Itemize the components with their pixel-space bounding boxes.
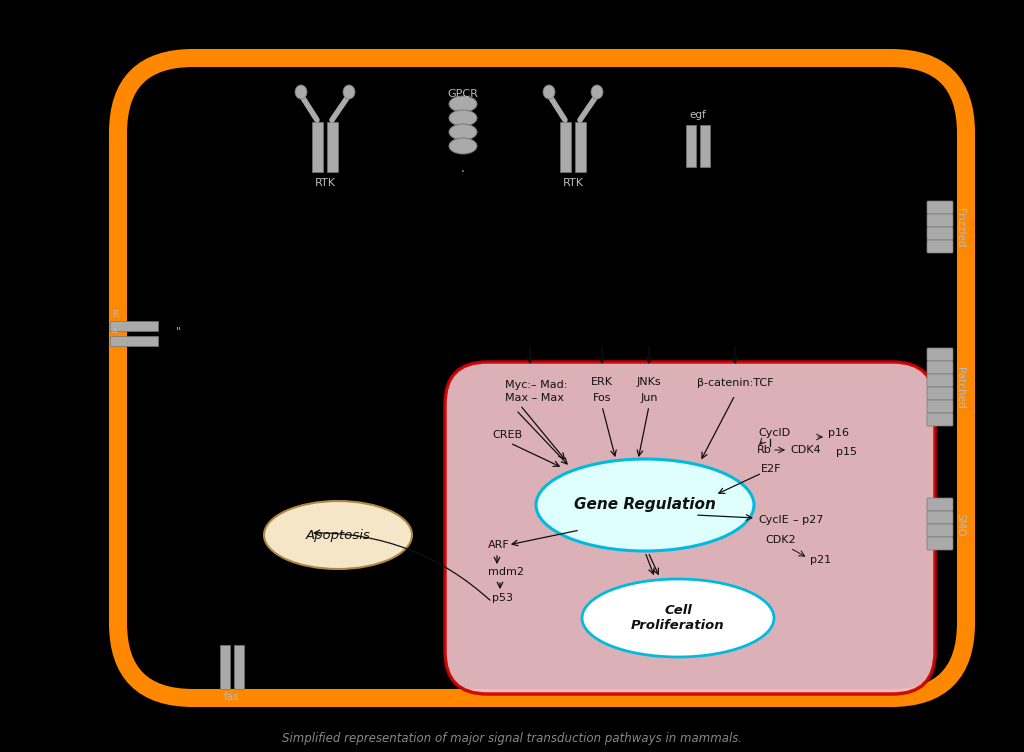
Text: p16: p16 xyxy=(828,428,849,438)
FancyBboxPatch shape xyxy=(927,227,953,240)
Text: p53: p53 xyxy=(492,593,513,603)
Text: Cell
Proliferation: Cell Proliferation xyxy=(631,604,725,632)
Text: p15: p15 xyxy=(836,447,857,457)
FancyBboxPatch shape xyxy=(560,122,571,172)
Text: Fos: Fos xyxy=(593,393,611,403)
FancyBboxPatch shape xyxy=(927,400,953,413)
FancyBboxPatch shape xyxy=(927,413,953,426)
FancyBboxPatch shape xyxy=(110,336,158,346)
FancyBboxPatch shape xyxy=(686,125,696,167)
FancyBboxPatch shape xyxy=(220,645,230,689)
Text: JNKs: JNKs xyxy=(637,377,662,387)
FancyBboxPatch shape xyxy=(927,537,953,550)
FancyBboxPatch shape xyxy=(927,524,953,537)
FancyBboxPatch shape xyxy=(927,348,953,361)
FancyBboxPatch shape xyxy=(327,122,338,172)
FancyBboxPatch shape xyxy=(927,387,953,400)
Text: .: . xyxy=(461,162,465,175)
Text: ": " xyxy=(176,326,181,336)
Ellipse shape xyxy=(582,579,774,657)
Ellipse shape xyxy=(295,85,307,99)
Ellipse shape xyxy=(449,96,477,112)
Text: .: . xyxy=(461,163,465,173)
FancyBboxPatch shape xyxy=(927,214,953,227)
FancyBboxPatch shape xyxy=(575,122,586,172)
Text: a: a xyxy=(112,326,118,335)
Text: CREB: CREB xyxy=(492,430,522,440)
FancyBboxPatch shape xyxy=(927,374,953,387)
Text: egf: egf xyxy=(689,110,707,120)
FancyBboxPatch shape xyxy=(927,201,953,214)
Text: Apoptosis: Apoptosis xyxy=(305,529,371,541)
FancyBboxPatch shape xyxy=(312,122,323,172)
Text: – p27: – p27 xyxy=(793,515,823,525)
Ellipse shape xyxy=(449,110,477,126)
Text: RTK: RTK xyxy=(314,178,336,188)
Text: Simplified representation of major signal transduction pathways in mammals.: Simplified representation of major signa… xyxy=(282,732,742,745)
Text: ERK: ERK xyxy=(591,377,613,387)
FancyBboxPatch shape xyxy=(927,361,953,374)
Text: Frizzled: Frizzled xyxy=(955,208,965,247)
FancyBboxPatch shape xyxy=(445,362,935,694)
Text: Jun: Jun xyxy=(640,393,657,403)
Text: E2F: E2F xyxy=(761,464,781,474)
Ellipse shape xyxy=(449,138,477,154)
Ellipse shape xyxy=(449,124,477,140)
FancyBboxPatch shape xyxy=(700,125,710,167)
Text: CyclD: CyclD xyxy=(758,428,791,438)
Text: mdm2: mdm2 xyxy=(488,567,524,577)
Text: Rb: Rb xyxy=(757,445,772,455)
Text: Max – Max: Max – Max xyxy=(505,393,564,403)
Text: CDK4: CDK4 xyxy=(790,445,820,455)
Text: CyclE: CyclE xyxy=(758,515,788,525)
Text: fas: fas xyxy=(224,692,240,702)
Text: ARF: ARF xyxy=(488,540,510,550)
FancyBboxPatch shape xyxy=(927,240,953,253)
Ellipse shape xyxy=(591,85,603,99)
Text: GPCR: GPCR xyxy=(447,89,478,99)
Ellipse shape xyxy=(264,501,412,569)
Ellipse shape xyxy=(343,85,355,99)
Text: Gene Regulation: Gene Regulation xyxy=(574,498,716,513)
Text: β-catenin:TCF: β-catenin:TCF xyxy=(696,378,773,388)
Text: RTK: RTK xyxy=(562,178,584,188)
Text: R: R xyxy=(112,310,118,319)
FancyBboxPatch shape xyxy=(927,498,953,511)
FancyBboxPatch shape xyxy=(110,321,158,331)
FancyBboxPatch shape xyxy=(234,645,244,689)
Text: Patched: Patched xyxy=(955,367,965,409)
Ellipse shape xyxy=(543,85,555,99)
Text: Myc:– Mad:: Myc:– Mad: xyxy=(505,380,567,390)
Text: SMO: SMO xyxy=(955,513,965,537)
Ellipse shape xyxy=(536,459,754,551)
Text: CDK2: CDK2 xyxy=(765,535,796,545)
Text: p21: p21 xyxy=(810,555,831,565)
FancyBboxPatch shape xyxy=(927,511,953,524)
